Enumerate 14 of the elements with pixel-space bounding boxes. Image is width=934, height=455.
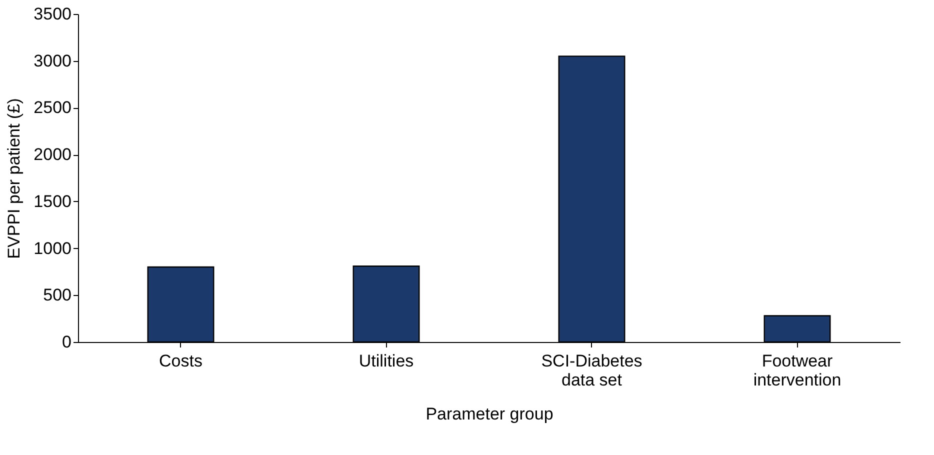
y-tick-label: 1000 (34, 238, 72, 258)
x-tick-label: Utilities (358, 352, 414, 370)
y-tick-label: 500 (43, 286, 72, 305)
y-tick-label: 2000 (34, 145, 72, 164)
y-tick-label: 3500 (34, 4, 72, 24)
x-tick-label: Footwear intervention (753, 352, 842, 390)
y-tick-label: 0 (62, 332, 72, 352)
x-axis-title: Parameter group (426, 404, 554, 424)
x-tick-label: SCI-Diabetes data set (541, 352, 642, 390)
x-tick-label: Costs (159, 352, 202, 370)
y-tick-label: 1500 (34, 192, 72, 211)
y-tick-label: 2500 (34, 98, 72, 118)
y-axis-title: EVPPI per patient (£) (4, 98, 24, 259)
y-tick-label: 3000 (34, 51, 72, 70)
